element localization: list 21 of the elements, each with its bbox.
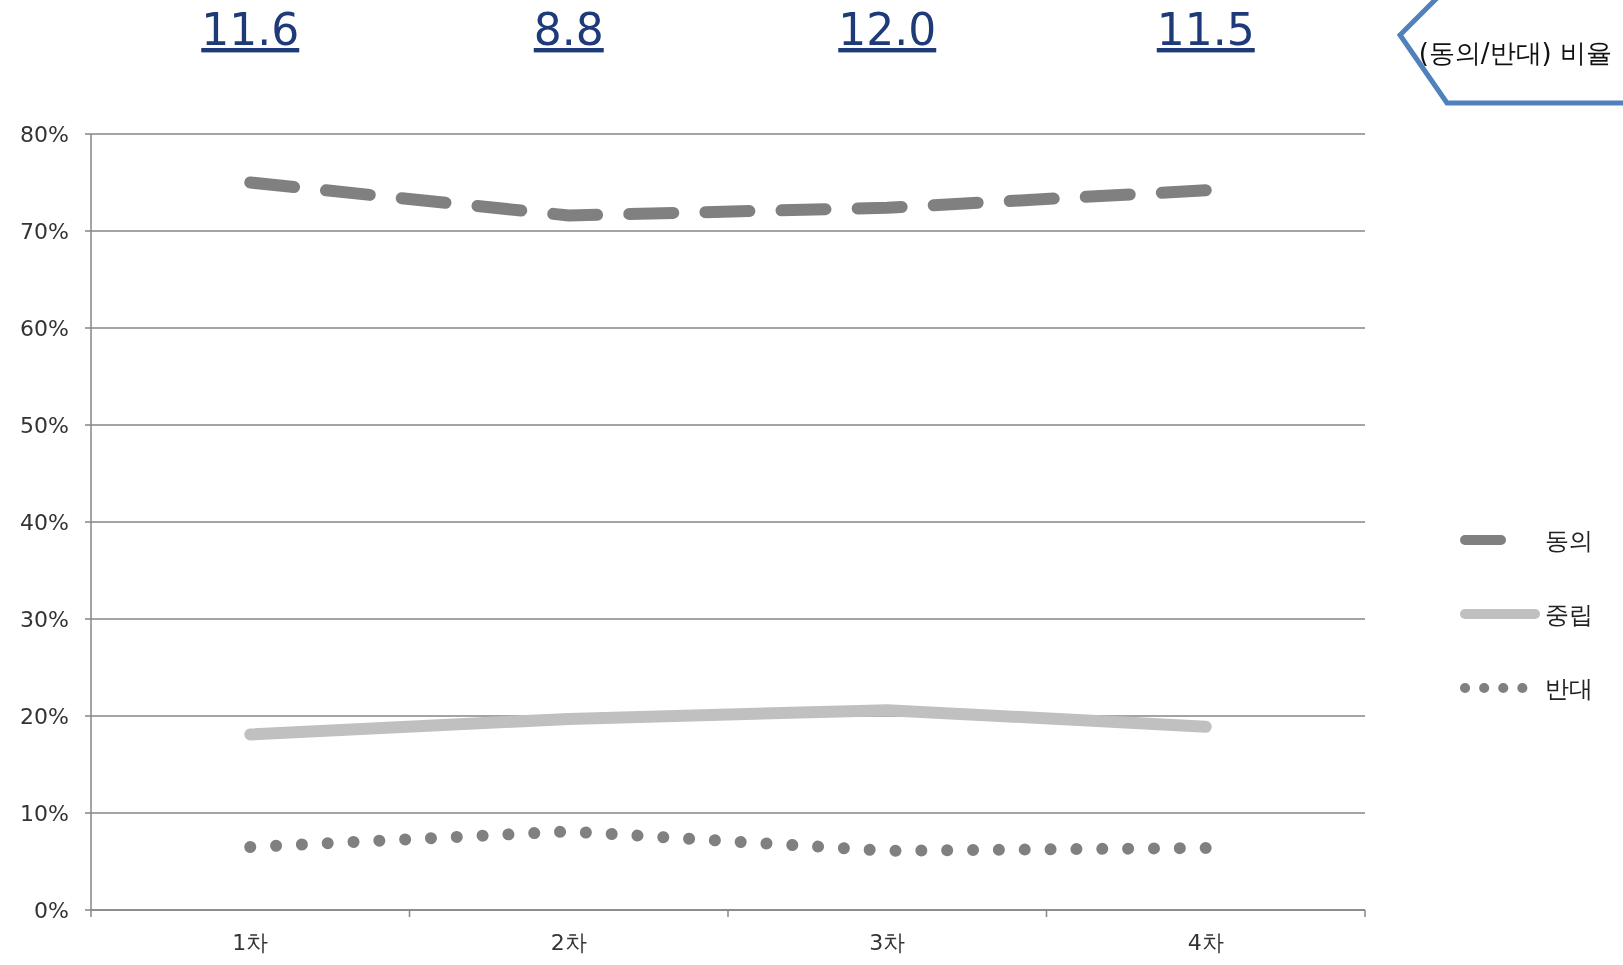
y-tick-label: 30% <box>20 607 69 632</box>
legend-label: 중립 <box>1545 601 1593 629</box>
y-tick-label: 70% <box>20 219 69 244</box>
y-tick-label: 40% <box>20 510 69 535</box>
text: (동의/반대) 비율 <box>1418 38 1612 68</box>
y-tick-label: 10% <box>20 801 69 826</box>
x-tick-label: 3차 <box>869 930 906 955</box>
legend-label: 반대 <box>1545 675 1593 703</box>
text: 8.8 <box>533 4 604 55</box>
x-tick-label: 1차 <box>232 930 269 955</box>
y-tick-label: 0% <box>34 898 69 923</box>
y-tick-label: 60% <box>20 316 69 341</box>
y-tick-label: 50% <box>20 413 69 438</box>
text: 11.5 <box>1156 4 1255 55</box>
x-tick-label: 2차 <box>550 930 587 955</box>
text: 12.0 <box>838 4 937 55</box>
legend-label: 동의 <box>1545 527 1593 555</box>
text: 11.6 <box>201 4 300 55</box>
y-tick-label: 80% <box>20 122 69 147</box>
x-tick-label: 4차 <box>1187 930 1224 955</box>
y-tick-label: 20% <box>20 704 69 729</box>
